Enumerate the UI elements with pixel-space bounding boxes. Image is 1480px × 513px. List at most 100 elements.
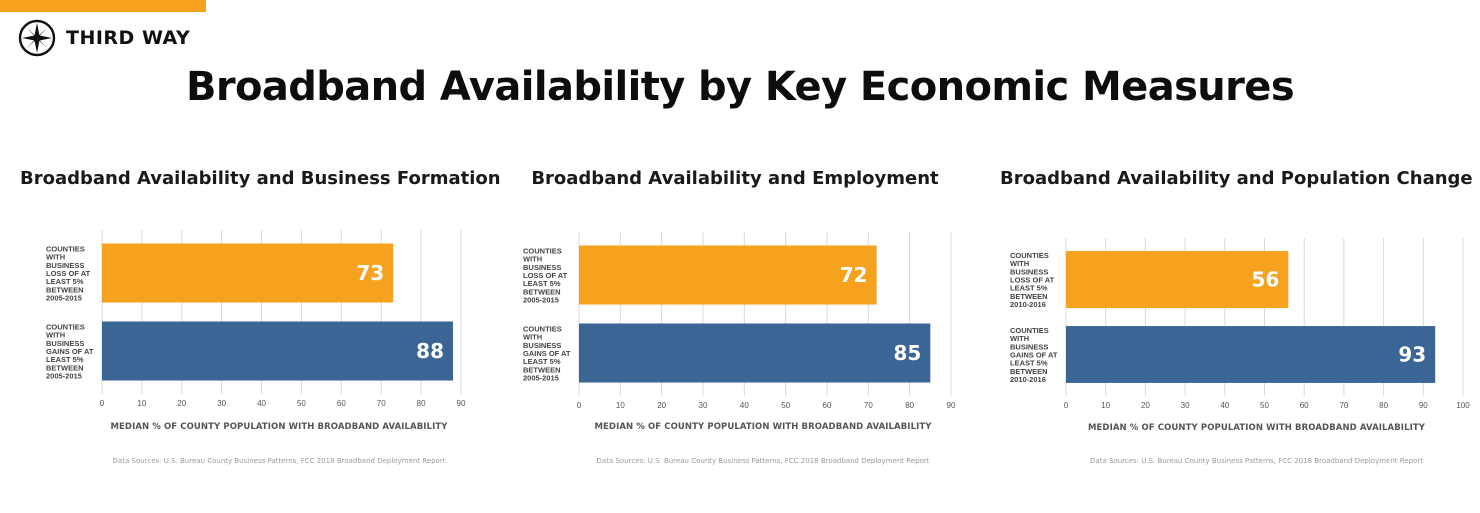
category-label-line: 2005-2015 <box>523 296 559 305</box>
category-label: COUNTIES WITH BUSINESS LOSS OF AT LEAST 5% BE… <box>523 246 568 304</box>
x-tick-label: 40 <box>1220 401 1229 410</box>
data-label: 88 <box>416 339 444 363</box>
x-tick-label: 80 <box>417 399 426 408</box>
category-label-line: GAINS OF AT <box>1010 351 1058 360</box>
category-label-line: BETWEEN <box>1010 367 1048 376</box>
x-tick-label: 20 <box>177 399 186 408</box>
x-tick-label: 0 <box>577 401 582 410</box>
x-axis-label: MEDIAN % OF COUNTY POPULATION WITH BROAD… <box>594 422 932 432</box>
brand-name: THIRD WAY <box>66 27 191 49</box>
category-label-line: BUSINESS <box>46 339 84 348</box>
x-tick-label: 80 <box>905 401 914 410</box>
category-label-line: LOSS OF AT <box>46 269 91 278</box>
x-tick-label: 30 <box>217 399 226 408</box>
x-tick-label: 90 <box>1419 401 1428 410</box>
bar <box>1066 251 1289 308</box>
category-label-line: COUNTIES <box>523 246 562 255</box>
bar <box>102 243 394 303</box>
x-tick-label: 40 <box>740 401 749 410</box>
category-label-line: WITH <box>46 253 65 262</box>
category-label-line: BETWEEN <box>1010 292 1048 301</box>
chart-panel-business-formation: Broadband Availability and Business Form… <box>20 168 501 478</box>
category-label-line: GAINS OF AT <box>523 349 571 358</box>
page-title: Broadband Availability by Key Economic M… <box>185 64 1295 110</box>
category-label-line: LOSS OF AT <box>523 271 568 280</box>
category-label-line: BUSINESS <box>523 263 561 272</box>
x-tick-label: 40 <box>257 399 266 408</box>
category-label-line: BUSINESS <box>1010 267 1048 276</box>
category-label-line: BUSINESS <box>523 341 561 350</box>
category-label-line: COUNTIES <box>523 324 562 333</box>
category-label-line: LEAST 5% <box>523 357 561 366</box>
data-label: 93 <box>1398 343 1426 367</box>
x-tick-label: 70 <box>864 401 873 410</box>
category-label-line: COUNTIES <box>46 244 85 253</box>
x-tick-label: 90 <box>947 401 956 410</box>
category-label-line: WITH <box>523 333 542 342</box>
x-tick-label: 50 <box>297 399 306 408</box>
x-tick-label: 30 <box>699 401 708 410</box>
x-tick-label: 60 <box>1300 401 1309 410</box>
chart-panel-employment: Broadband Availability and Employment 0 1… <box>500 168 970 478</box>
category-label-line: WITH <box>1010 334 1029 343</box>
x-tick-label: 60 <box>337 399 346 408</box>
category-label-line: 2005-2015 <box>523 374 559 383</box>
category-label-line: 2005-2015 <box>46 294 82 303</box>
chart-title: Broadband Availability and Population Ch… <box>1000 168 1473 189</box>
bar <box>579 245 877 305</box>
category-label-line: LEAST 5% <box>523 279 561 288</box>
accent-bar <box>0 0 206 12</box>
category-label-line: WITH <box>46 331 65 340</box>
data-label: 72 <box>840 263 868 287</box>
x-tick-label: 20 <box>1141 401 1150 410</box>
x-tick-label: 10 <box>1101 401 1110 410</box>
category-label-line: WITH <box>1010 259 1029 268</box>
chart-title: Broadband Availability and Business Form… <box>20 168 501 189</box>
data-label: 73 <box>356 261 384 285</box>
category-label-line: WITH <box>523 255 542 264</box>
x-tick-label: 90 <box>457 399 466 408</box>
x-tick-label: 10 <box>137 399 146 408</box>
bar <box>102 321 454 381</box>
brand-logo: THIRD WAY <box>18 18 190 58</box>
category-label-line: 2010-2016 <box>1010 300 1046 309</box>
category-label: COUNTIES WITH BUSINESS GAINS OF AT LEAST 5% B… <box>46 322 94 380</box>
x-tick-label: 0 <box>100 399 105 408</box>
category-label: COUNTIES WITH BUSINESS LOSS OF AT LEAST 5% BE… <box>46 244 91 302</box>
category-label-line: LEAST 5% <box>46 277 84 286</box>
x-tick-label: 60 <box>823 401 832 410</box>
category-label-line: LEAST 5% <box>1010 359 1048 368</box>
x-axis-label: MEDIAN % OF COUNTY POPULATION WITH BROAD… <box>110 422 448 432</box>
category-label-line: LEAST 5% <box>46 355 84 364</box>
category-label-line: BETWEEN <box>523 287 561 296</box>
category-label-line: LOSS OF AT <box>1010 276 1055 285</box>
category-label-line: BUSINESS <box>46 261 84 270</box>
bar <box>1066 326 1436 383</box>
category-label-line: 2010-2016 <box>1010 375 1046 384</box>
chart-title: Broadband Availability and Employment <box>531 168 939 189</box>
bar <box>579 323 931 383</box>
x-axis-label: MEDIAN % OF COUNTY POPULATION WITH BROAD… <box>1087 423 1426 433</box>
x-tick-label: 0 <box>1064 401 1069 410</box>
compass-icon <box>18 19 56 57</box>
data-label: 56 <box>1251 268 1279 292</box>
x-tick-label: 100 <box>1456 401 1470 410</box>
category-label-line: LEAST 5% <box>1010 284 1048 293</box>
x-tick-label: 80 <box>1379 401 1388 410</box>
category-label: COUNTIES WITH BUSINESS GAINS OF AT LEAST 5% B… <box>523 324 571 382</box>
chart-panel-population-change: Broadband Availability and Population Ch… <box>1000 168 1473 478</box>
x-tick-label: 70 <box>377 399 386 408</box>
x-tick-label: 50 <box>781 401 790 410</box>
category-label-line: GAINS OF AT <box>46 347 94 356</box>
data-source-note: Data Sources: U.S. Bureau County Busines… <box>112 457 446 465</box>
category-label-line: COUNTIES <box>1010 326 1049 335</box>
data-source-note: Data Sources: U.S. Bureau County Busines… <box>596 457 930 465</box>
x-tick-label: 70 <box>1339 401 1348 410</box>
category-label-line: BETWEEN <box>523 365 561 374</box>
category-label-line: 2005-2015 <box>46 372 82 381</box>
data-source-note: Data Sources: U.S. Bureau County Busines… <box>1090 457 1423 465</box>
category-label-line: BUSINESS <box>1010 342 1048 351</box>
